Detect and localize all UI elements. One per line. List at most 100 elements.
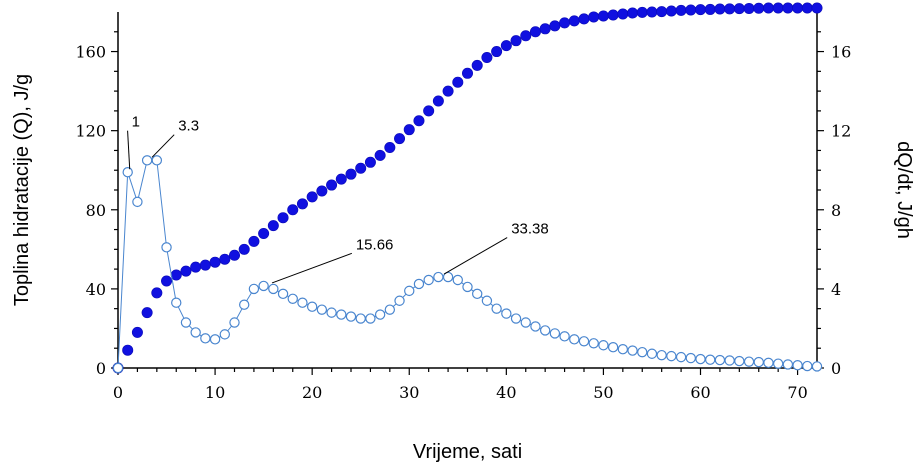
heat-point <box>229 249 241 261</box>
rate-point <box>559 331 570 342</box>
rate-point <box>510 313 522 324</box>
rate-point <box>268 283 279 295</box>
heat-point <box>461 67 473 79</box>
rate-point <box>219 329 230 340</box>
rate-point <box>112 362 124 374</box>
rate-point <box>277 288 289 300</box>
x-axis-title: Vrijeme, sati <box>413 441 522 463</box>
rate-point <box>646 348 658 359</box>
heat-point <box>597 10 609 22</box>
rate-point <box>714 354 726 366</box>
heat-point <box>510 35 522 47</box>
rate-point <box>122 166 133 178</box>
x-tick-label: 70 <box>787 383 807 402</box>
rate-point <box>656 349 667 361</box>
heat-point <box>471 59 483 71</box>
heat-point <box>374 149 386 161</box>
y-right-tick-label: 12 <box>831 122 851 141</box>
rate-point <box>452 274 463 286</box>
heat-point <box>316 185 328 197</box>
rate-point <box>413 278 425 290</box>
heat-point <box>384 141 396 153</box>
rate-point <box>200 333 211 344</box>
rate-point <box>695 353 706 365</box>
heat-point <box>131 326 143 338</box>
rate-point <box>209 334 221 345</box>
heat-point <box>180 265 192 277</box>
heat-point <box>122 344 134 356</box>
heat-point <box>539 23 551 35</box>
y-left-tick-label: 160 <box>75 43 106 62</box>
axes: 0 10 20 30 40 50 60 70 0 40 80 120 160 0 4 8 12 16 <box>75 12 851 402</box>
heat-point <box>627 7 639 19</box>
heat-point <box>792 2 804 14</box>
rate-point <box>374 309 386 320</box>
y-left-tick-label: 40 <box>86 280 106 299</box>
rate-point <box>743 356 755 367</box>
heat-point <box>636 6 648 18</box>
rate-point <box>637 346 648 358</box>
rate-point <box>180 317 192 328</box>
heat-point <box>403 124 415 136</box>
rate-point <box>705 354 716 365</box>
heat-point <box>549 20 561 32</box>
x-tick-label: 50 <box>593 383 613 402</box>
x-tick-label: 20 <box>302 383 322 402</box>
heat-point <box>364 156 376 168</box>
heat-point <box>248 235 260 247</box>
annotation-leader <box>443 237 508 275</box>
heat-point <box>656 6 668 18</box>
heat-point <box>258 228 270 240</box>
rate-point <box>802 360 813 372</box>
rate-point <box>384 304 396 315</box>
rate-point <box>763 357 774 369</box>
rate-point <box>549 328 561 339</box>
heat-point <box>665 5 677 17</box>
rate-point <box>316 304 328 315</box>
rate-point <box>394 295 405 306</box>
rate-point <box>598 340 609 351</box>
rate-point <box>462 281 473 293</box>
rate-point <box>588 338 599 349</box>
rate-point <box>530 321 541 332</box>
heat-point <box>306 191 318 203</box>
rate-point <box>520 317 531 328</box>
x-tick-label: 60 <box>690 383 710 402</box>
heat-point <box>413 115 425 127</box>
y-axis-left-title: Toplina hidratacije (Q), J/g <box>11 74 33 306</box>
heat-point <box>199 259 211 271</box>
heat-point <box>151 287 163 299</box>
heat-point <box>267 220 279 232</box>
annotation-label: 3.3 <box>178 118 199 135</box>
heat-point <box>520 30 532 42</box>
heat-point <box>423 105 435 117</box>
heat-point <box>559 17 571 29</box>
heat-point <box>617 8 629 20</box>
rate-point <box>248 283 260 295</box>
rate-point <box>675 351 687 363</box>
series-left <box>112 2 823 374</box>
heat-point <box>238 243 250 255</box>
rate-point <box>569 334 580 345</box>
heat-point <box>287 204 299 216</box>
rate-point <box>151 155 163 166</box>
heat-point <box>161 275 173 287</box>
rate-point <box>753 356 764 368</box>
heat-point <box>481 51 493 63</box>
rate-point <box>607 342 619 353</box>
heat-point <box>685 4 697 16</box>
y-left-tick-label: 80 <box>86 201 106 220</box>
rate-point <box>539 325 551 336</box>
heat-point <box>335 173 347 185</box>
heat-point <box>296 198 308 210</box>
heat-point <box>753 2 765 14</box>
heat-point <box>782 2 794 14</box>
heat-point <box>801 2 813 14</box>
rate-point <box>578 336 590 347</box>
annotation-layer: 1 3.3 15.66 33.38 <box>127 114 549 284</box>
heat-point <box>529 26 541 38</box>
x-tick-label: 10 <box>205 383 225 402</box>
rate-point <box>141 155 153 166</box>
rate-point <box>666 350 677 362</box>
heat-point <box>646 6 658 18</box>
